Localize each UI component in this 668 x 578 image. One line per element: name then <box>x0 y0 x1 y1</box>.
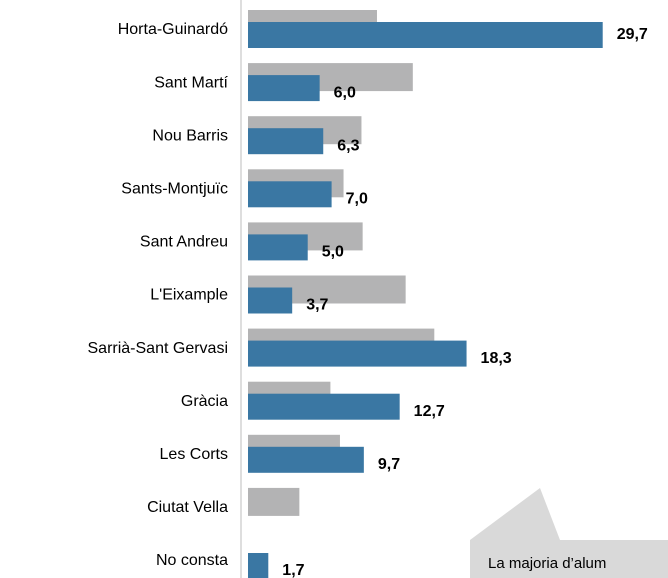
callout <box>470 488 668 578</box>
bar <box>248 553 269 578</box>
value-label: 3,7 <box>306 297 328 314</box>
value-label: 18,3 <box>481 350 512 367</box>
bar <box>248 446 364 473</box>
category-label: Ciutat Vella <box>147 499 228 516</box>
category-label: Sants-Montjuïc <box>121 181 228 198</box>
value-label: 12,7 <box>414 403 445 420</box>
bar <box>248 340 467 367</box>
value-label: 29,7 <box>617 26 648 43</box>
bar <box>248 181 332 208</box>
value-label: 1,7 <box>282 562 304 578</box>
category-label: Sarrià-Sant Gervasi <box>88 340 229 357</box>
category-label: Sant Andreu <box>140 234 228 251</box>
bar <box>248 128 324 155</box>
category-label: Gràcia <box>181 393 228 410</box>
value-label: 9,7 <box>378 456 400 473</box>
bar-back <box>248 487 300 516</box>
category-label: Sant Martí <box>154 74 228 91</box>
category-label: No consta <box>156 552 228 569</box>
value-label: 5,0 <box>322 244 344 261</box>
category-label: Les Corts <box>160 446 228 463</box>
bar <box>248 393 400 420</box>
category-label: Horta-Guinardó <box>118 21 228 38</box>
category-label: L'Eixample <box>150 287 228 304</box>
value-label: 6,0 <box>334 84 356 101</box>
bar <box>248 287 293 314</box>
bar <box>248 75 320 102</box>
bar <box>248 234 308 261</box>
value-label: 7,0 <box>346 191 368 208</box>
bar <box>248 22 603 48</box>
value-label: 6,3 <box>337 137 359 154</box>
annotation: La majoria d’alum <box>488 555 606 572</box>
category-label: Nou Barris <box>152 127 228 144</box>
